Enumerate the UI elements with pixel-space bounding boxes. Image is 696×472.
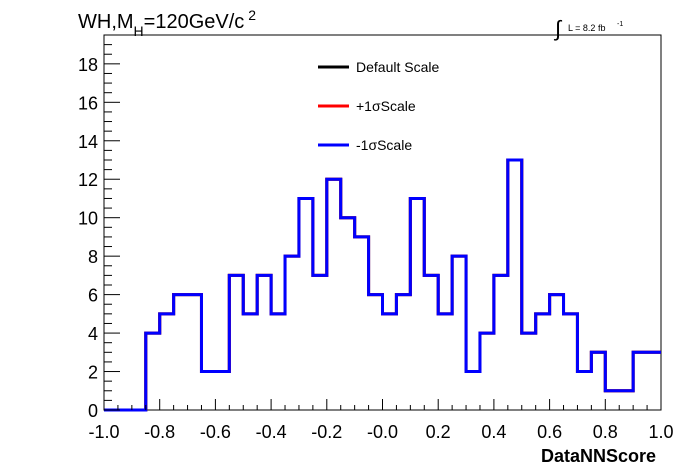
- y-tick-label: 8: [88, 247, 98, 267]
- legend-label-plus1sigma: +1σScale: [356, 98, 416, 114]
- title-suffix: =120GeV/c: [144, 11, 245, 33]
- title-subscript: H: [134, 23, 144, 39]
- x-tick-label: 0.6: [537, 422, 562, 442]
- title-prefix: WH,M: [78, 11, 134, 33]
- integral-sign: ∫: [553, 16, 563, 41]
- y-tick-label: 6: [88, 286, 98, 306]
- luminosity-text: L = 8.2 fb: [568, 23, 605, 33]
- title: WH,MH=120GeV/c 2: [78, 7, 256, 39]
- x-tick-label: 0.8: [593, 422, 618, 442]
- series-line-minus1sigma-scale: [104, 158, 661, 412]
- series-layer: [104, 158, 661, 412]
- y-tick-label: 10: [78, 209, 98, 229]
- y-tick-label: 14: [78, 132, 98, 152]
- x-axis-ticks: -1.0 -0.8 -0.6 -0.4 -0.2 -0.0 0.2 0.4 0.6 0.8 1.0: [88, 399, 674, 442]
- title-superscript: 2: [248, 7, 256, 23]
- legend-label-default-scale: Default Scale: [356, 59, 439, 75]
- y-axis-ticks: 0 2 4 6 8 10 12 14 16 18: [78, 44, 120, 421]
- x-tick-label: 1.0: [648, 422, 673, 442]
- x-tick-label: -1.0: [88, 422, 119, 442]
- x-tick-label: -0.8: [144, 422, 175, 442]
- x-axis-title: DataNNScore: [541, 446, 656, 466]
- x-tick-label: 0.2: [426, 422, 451, 442]
- y-tick-label: 12: [78, 170, 98, 190]
- y-tick-label: 4: [88, 324, 98, 344]
- y-tick-label: 2: [88, 363, 98, 383]
- x-tick-label: -0.4: [256, 422, 287, 442]
- luminosity-exponent: -1: [617, 21, 623, 28]
- x-tick-label: 0.4: [481, 422, 506, 442]
- x-tick-label: -0.6: [200, 422, 231, 442]
- legend-label-minus1sigma: -1σScale: [356, 137, 412, 153]
- x-tick-label: -0.0: [367, 422, 398, 442]
- legend: Default Scale +1σScale -1σScale: [318, 59, 439, 153]
- y-tick-label: 16: [78, 93, 98, 113]
- y-tick-label: 18: [78, 55, 98, 75]
- y-tick-label: 0: [88, 401, 98, 421]
- luminosity-label: ∫ L = 8.2 fb -1: [553, 16, 623, 41]
- x-tick-label: -0.2: [311, 422, 342, 442]
